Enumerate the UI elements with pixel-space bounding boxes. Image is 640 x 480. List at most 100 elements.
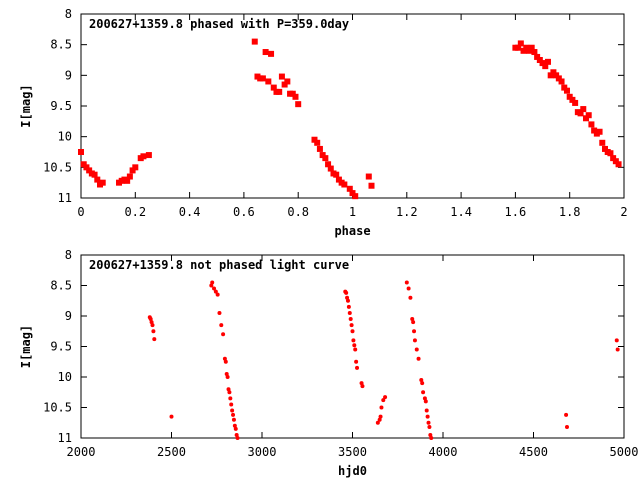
data-point [353,347,358,352]
data-point [222,356,227,361]
data-point [420,381,425,386]
data-point [412,338,417,343]
x-tick-label: 0.6 [233,205,255,219]
data-point [268,50,275,57]
data-point [425,414,430,419]
data-point [129,167,136,174]
x-tick-label: 0.2 [124,205,146,219]
x-tick-label: 3500 [338,445,367,459]
data-point [547,72,554,79]
data-point [614,338,619,343]
data-points [147,280,620,440]
data-point [528,44,535,51]
data-point [607,150,614,157]
y-tick-label: 10.5 [43,160,72,174]
data-point [345,295,350,300]
y-tick-label: 11 [58,431,72,445]
data-point [347,310,352,315]
y-tick-label: 9 [65,309,72,323]
data-point [553,72,560,79]
data-point [276,88,283,95]
axis-ticks: 0 0.2 0.4 0.6 0.8 1 1.2 1.4 1.6 1.8 2 8 8.5 9 9.5 10 10.… [43,7,628,219]
y-tick-label: 8.5 [50,38,72,52]
y-axis-label: I[mag] [19,325,33,368]
data-point [349,190,356,197]
data-point [219,323,224,328]
data-point [404,280,409,285]
x-tick-label: 2500 [157,445,186,459]
data-point [314,139,321,146]
y-tick-label: 9 [65,68,72,82]
data-point [601,145,608,152]
data-point [577,110,584,117]
x-tick-label: 2 [620,205,627,219]
data-point [80,161,87,168]
y-tick-label: 10 [58,370,72,384]
y-tick-label: 8 [65,248,72,262]
axis-ticks: 2000 2500 3000 3500 4000 4500 5000 8 8.5 9 9.5 10 10… [43,248,638,459]
data-point [209,283,214,288]
data-point [525,47,532,54]
data-point [408,295,413,300]
x-tick-label: 2000 [67,445,96,459]
data-point [378,414,383,419]
data-point [422,396,427,401]
data-point [270,84,277,91]
data-point [295,101,302,108]
data-point [555,75,562,82]
x-tick-label: 0 [77,205,84,219]
data-point [416,356,421,361]
data-point [360,384,365,389]
data-point [354,359,359,364]
data-point [232,423,237,428]
data-point [78,149,84,155]
x-tick-label: 1.8 [559,205,581,219]
data-point [231,417,236,422]
data-point [423,399,428,404]
data-point [585,112,592,119]
x-axis-label: phase [334,224,370,238]
y-tick-label: 8 [65,7,72,21]
data-point [381,398,386,403]
data-point [411,320,416,325]
data-point [542,63,549,70]
data-point [262,49,269,56]
x-tick-label: 1 [349,205,356,219]
data-point [228,396,233,401]
y-tick-label: 9.5 [50,99,72,113]
data-point [233,426,238,431]
data-point [414,347,419,352]
data-point [428,432,433,437]
data-point [292,93,299,100]
data-point [517,40,524,47]
x-tick-label: 4500 [519,445,548,459]
data-point [212,286,217,291]
data-point [355,365,360,370]
data-point [349,323,354,328]
data-point [311,136,318,143]
data-point [582,115,589,122]
data-point [351,338,356,343]
data-point [217,310,222,315]
x-tick-label: 1.2 [396,205,418,219]
plot-frame [80,254,625,439]
data-point [284,78,291,85]
data-point [377,417,382,422]
data-point [427,425,432,430]
data-point [365,173,372,180]
data-point [580,106,587,113]
data-point [544,58,551,65]
x-tick-label: 1.6 [505,205,527,219]
data-point [126,173,133,180]
data-point [539,60,546,67]
data-point [341,181,348,188]
x-tick-label: 1.4 [450,205,472,219]
x-tick-label: 5000 [610,445,639,459]
data-point [278,73,285,80]
data-point [352,343,357,348]
data-point [591,127,598,134]
data-point [564,425,569,430]
data-point [352,193,359,200]
data-point [615,161,622,168]
y-tick-label: 10 [58,130,72,144]
